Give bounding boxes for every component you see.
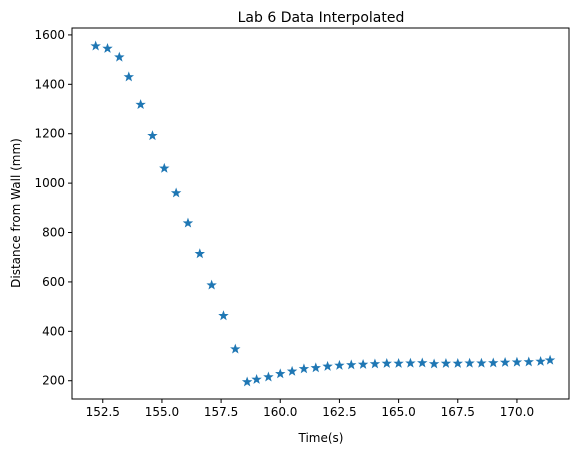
data-point xyxy=(430,359,439,367)
y-tick-label: 1400 xyxy=(34,77,65,91)
data-point xyxy=(371,359,380,367)
data-point xyxy=(501,358,510,366)
data-point xyxy=(184,219,193,227)
data-point xyxy=(148,131,157,139)
y-tick-label: 600 xyxy=(42,275,65,289)
data-point xyxy=(124,72,133,80)
data-point xyxy=(264,372,273,380)
data-point xyxy=(231,345,240,353)
data-point xyxy=(406,359,415,367)
data-point xyxy=(91,41,100,49)
data-point xyxy=(288,367,297,375)
plot-frame xyxy=(72,28,569,399)
x-tick-label: 157.5 xyxy=(204,405,238,419)
data-point xyxy=(536,357,545,365)
x-tick-label: 167.5 xyxy=(441,405,475,419)
data-point xyxy=(453,359,462,367)
data-point xyxy=(172,188,181,196)
data-point xyxy=(513,358,522,366)
data-point xyxy=(252,375,261,383)
data-point xyxy=(465,359,474,367)
data-point xyxy=(359,360,368,368)
y-tick-label: 1200 xyxy=(34,127,65,141)
data-point xyxy=(323,362,332,370)
data-point xyxy=(300,364,309,372)
data-markers xyxy=(91,41,554,385)
data-point xyxy=(335,361,344,369)
data-point xyxy=(243,377,252,385)
data-point xyxy=(382,359,391,367)
y-tick-label: 1000 xyxy=(34,176,65,190)
x-axis: 152.5 155.0 157.5 160.0 162.5 165.0 167.5 170.0 xyxy=(86,399,535,419)
x-tick-label: 165.0 xyxy=(381,405,415,419)
data-point xyxy=(195,249,204,257)
y-tick-label: 1600 xyxy=(34,28,65,42)
data-point xyxy=(347,360,356,368)
data-point xyxy=(442,359,451,367)
data-point xyxy=(207,281,216,289)
data-point xyxy=(489,358,498,366)
data-point xyxy=(477,359,486,367)
x-tick-label: 160.0 xyxy=(263,405,297,419)
data-point xyxy=(418,358,427,366)
x-tick-label: 152.5 xyxy=(86,405,120,419)
data-point xyxy=(103,44,112,52)
y-tick-label: 800 xyxy=(42,226,65,240)
y-axis-label: Distance from Wall (mm) xyxy=(9,138,23,288)
data-point xyxy=(394,359,403,367)
x-tick-label: 162.5 xyxy=(322,405,356,419)
data-point xyxy=(115,53,124,61)
data-point xyxy=(311,363,320,371)
data-point xyxy=(160,164,169,172)
data-point xyxy=(219,311,228,319)
x-axis-label: Time(s) xyxy=(298,431,344,445)
x-tick-label: 170.0 xyxy=(500,405,534,419)
data-point xyxy=(546,356,555,364)
y-axis: 200 400 600 800 1000 1200 1400 1600 xyxy=(34,28,72,388)
chart-title: Lab 6 Data Interpolated xyxy=(238,10,405,26)
data-point xyxy=(276,369,285,377)
data-point xyxy=(524,357,533,365)
y-tick-label: 200 xyxy=(42,374,65,388)
x-tick-label: 155.0 xyxy=(145,405,179,419)
data-point xyxy=(136,100,145,108)
y-tick-label: 400 xyxy=(42,324,65,338)
